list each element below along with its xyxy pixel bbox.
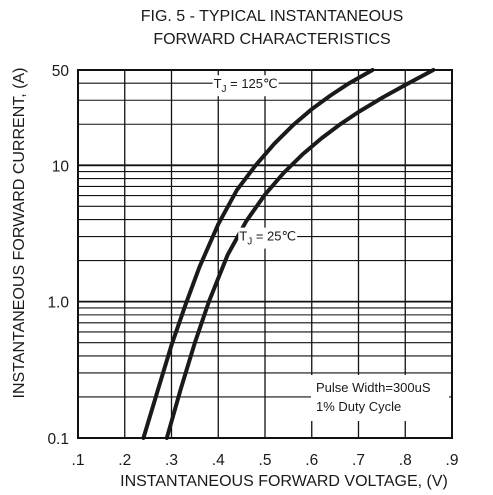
x-axis-label: INSTANTANEOUS FORWARD VOLTAGE, (V) [120, 473, 448, 490]
series-line-1 [164, 68, 436, 440]
chart-title-line-2: FORWARD CHARACTERISTICS [153, 31, 390, 48]
x-tick-label: .8 [399, 452, 412, 469]
y-tick-label: 1.0 [47, 295, 69, 312]
annotation-box: Pulse Width=300uS 1% Duty Cycle [311, 375, 449, 421]
x-tick-label: .2 [118, 452, 131, 469]
x-tick-label: .3 [165, 452, 178, 469]
series-label-bg [238, 227, 298, 249]
x-tick-label: .6 [305, 452, 318, 469]
series-label-text: TJ = 125℃ [214, 76, 278, 95]
x-tick-label: .4 [212, 452, 225, 469]
series-line-0 [141, 68, 375, 440]
major-gridlines [78, 70, 452, 438]
annotation-line-1: Pulse Width=300uS [316, 380, 431, 395]
series-labels: TJ = 125℃ TJ = 25℃ [212, 75, 298, 249]
x-tick-label: .5 [259, 452, 272, 469]
plot-frame [77, 69, 453, 439]
y-axis-label: INSTANTANEOUS FORWARD CURRENT, (A) [11, 68, 28, 399]
x-tick-label: .7 [352, 452, 365, 469]
annotation-line-2: 1% Duty Cycle [316, 399, 401, 414]
series-label-0: TJ = 125℃ [212, 75, 279, 97]
x-tick-label: .9 [446, 452, 459, 469]
chart-title-line-1: FIG. 5 - TYPICAL INSTANTANEOUS [141, 8, 404, 25]
series-label-text: TJ = 25℃ [239, 229, 296, 248]
y-tick-label: 50 [52, 63, 70, 80]
y-tick-labels: 50 10 1.0 0.1 [47, 63, 69, 448]
series-label-bg [212, 75, 279, 97]
x-tick-labels: .1 .2 .3 .4 .5 .6 .7 .8 .9 [72, 452, 459, 469]
x-tick-label: .1 [72, 452, 85, 469]
y-tick-label: 0.1 [47, 431, 69, 448]
y-tick-label: 10 [52, 158, 70, 175]
series-label-1: TJ = 25℃ [238, 227, 298, 249]
series-layer [141, 68, 436, 440]
